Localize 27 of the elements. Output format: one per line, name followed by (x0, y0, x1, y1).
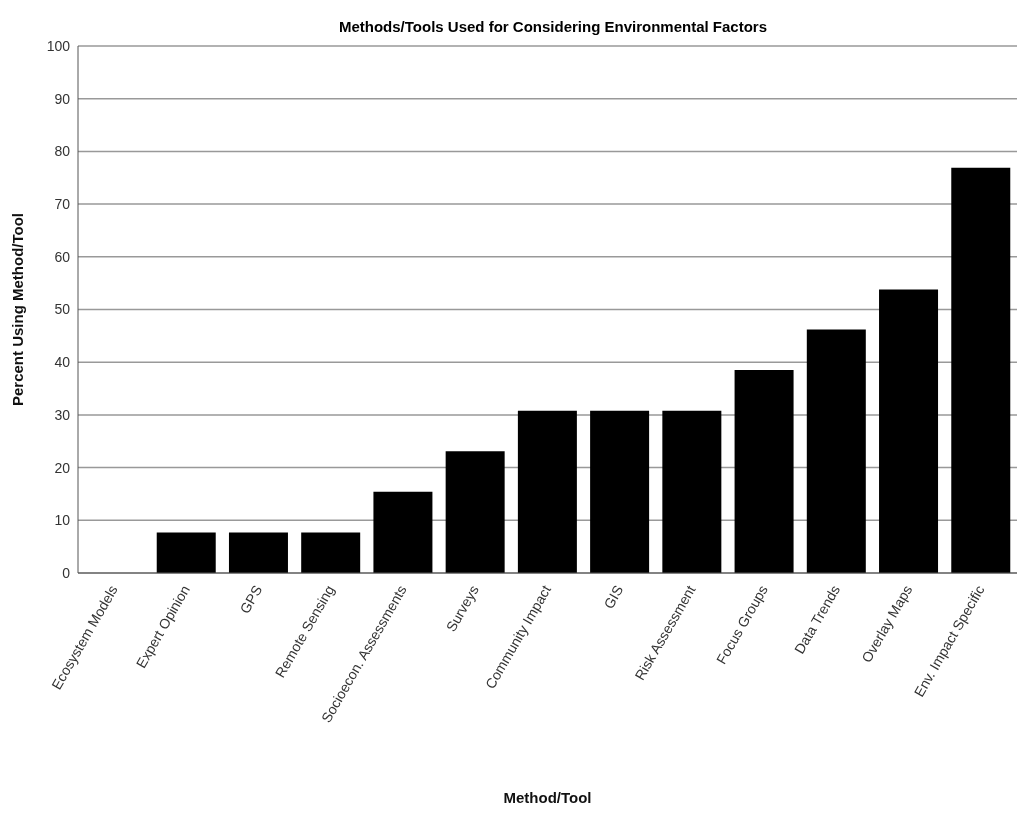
bar (806, 329, 866, 573)
x-tick-label: GIS (600, 582, 627, 612)
bar (228, 532, 288, 573)
bar (517, 410, 577, 573)
y-tick-label: 50 (54, 301, 71, 318)
bar (879, 289, 939, 573)
bar (734, 370, 794, 573)
y-tick-label: 60 (54, 248, 71, 265)
y-tick-label: 30 (54, 406, 71, 423)
bar (445, 451, 505, 573)
bar (156, 532, 216, 573)
chart-title: Methods/Tools Used for Considering Environmental Factors (337, 18, 769, 35)
y-tick-label: 10 (54, 512, 71, 529)
y-axis-title: Percent Using Method/Tool (9, 212, 27, 407)
y-tick-label: 90 (54, 90, 71, 107)
bar (951, 167, 1011, 573)
y-tick-label: 20 (54, 459, 71, 476)
y-tick-label: 0 (62, 564, 71, 581)
bar (373, 491, 433, 573)
bar (590, 410, 650, 573)
y-tick-label: 70 (54, 196, 71, 213)
bar (662, 410, 722, 573)
x-axis-title: Method/Tool (503, 789, 592, 806)
y-tick-label: 40 (54, 354, 71, 371)
y-tick-label: 100 (46, 37, 71, 54)
y-tick-label: 80 (54, 143, 71, 160)
bar (301, 532, 361, 573)
